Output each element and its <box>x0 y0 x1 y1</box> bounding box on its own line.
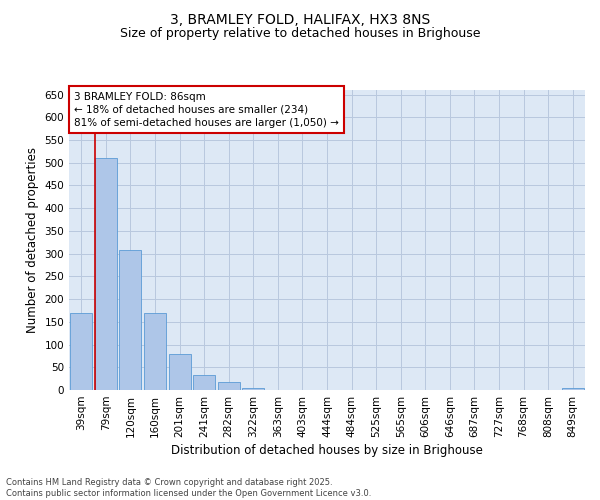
Y-axis label: Number of detached properties: Number of detached properties <box>26 147 39 333</box>
Text: Contains HM Land Registry data © Crown copyright and database right 2025.
Contai: Contains HM Land Registry data © Crown c… <box>6 478 371 498</box>
Bar <box>119 250 142 390</box>
Bar <box>70 312 92 390</box>
Bar <box>95 158 117 390</box>
Bar <box>218 382 240 390</box>
Bar <box>242 388 265 390</box>
Bar <box>169 354 191 390</box>
X-axis label: Distribution of detached houses by size in Brighouse: Distribution of detached houses by size … <box>171 444 483 457</box>
Bar <box>193 375 215 390</box>
Bar <box>562 388 584 390</box>
Bar <box>144 312 166 390</box>
Text: 3 BRAMLEY FOLD: 86sqm
← 18% of detached houses are smaller (234)
81% of semi-det: 3 BRAMLEY FOLD: 86sqm ← 18% of detached … <box>74 92 339 128</box>
Text: Size of property relative to detached houses in Brighouse: Size of property relative to detached ho… <box>120 28 480 40</box>
Text: 3, BRAMLEY FOLD, HALIFAX, HX3 8NS: 3, BRAMLEY FOLD, HALIFAX, HX3 8NS <box>170 12 430 26</box>
